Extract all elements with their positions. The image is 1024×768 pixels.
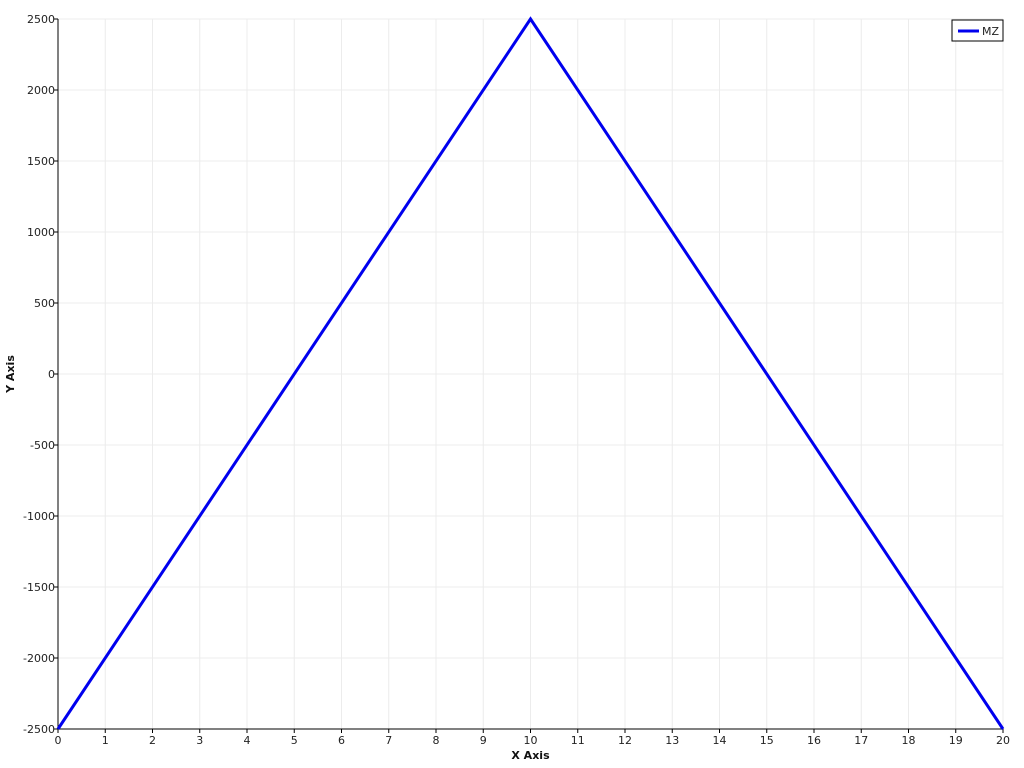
y-tick-label: -2000 [23,652,55,665]
y-tick-label: 500 [34,297,55,310]
x-tick-label: 15 [760,734,774,747]
y-tick-label: 0 [48,368,55,381]
series-lines [56,16,1005,730]
x-tick-label: 3 [196,734,203,747]
x-tick-label: 19 [949,734,963,747]
x-tick-label: 13 [665,734,679,747]
x-tick-label: 4 [244,734,251,747]
x-tick-label: 18 [902,734,916,747]
grid [58,18,1004,729]
y-tick-label: -1000 [23,510,55,523]
legend: MZ [951,19,1004,42]
x-tick-label: 10 [524,734,538,747]
x-tick-label: 11 [571,734,585,747]
x-tick-label: 6 [338,734,345,747]
y-tick-label: -500 [30,439,55,452]
y-axis-title: Y Axis [4,355,17,394]
y-tick-label: 1500 [27,155,55,168]
x-tick-label: 2 [149,734,156,747]
y-tick-label: -2500 [23,723,55,736]
x-tick-label: 12 [618,734,632,747]
x-tick-label: 20 [996,734,1010,747]
x-axis-title: X Axis [511,749,550,762]
y-tick-label: 1000 [27,226,55,239]
y-tick-label: 2000 [27,84,55,97]
x-tick-label: 0 [55,734,62,747]
series-line-mz [56,16,1005,730]
x-tick-label: 5 [291,734,298,747]
x-tick-label: 17 [854,734,868,747]
x-tick-label: 9 [480,734,487,747]
y-tick-label: 2500 [27,13,55,26]
x-tick-label: 1 [102,734,109,747]
x-tick-label: 14 [713,734,727,747]
x-tick-label: 8 [433,734,440,747]
x-tick-label: 7 [385,734,392,747]
y-tick-label: -1500 [23,581,55,594]
legend-label-mz: MZ [982,25,999,38]
x-tick-label: 16 [807,734,821,747]
ticks: 0 1 2 3 4 5 6 7 8 9 10 11 12 13 14 15 16 17 18 19 20-2500-20… [23,13,1010,747]
